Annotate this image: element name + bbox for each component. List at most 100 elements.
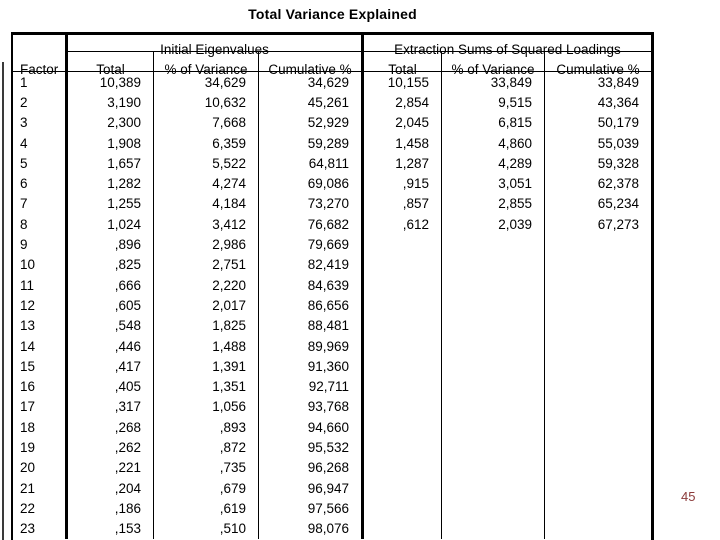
column-label: % of Variance	[164, 62, 248, 77]
value-cell	[364, 234, 442, 255]
value-cell	[545, 316, 651, 336]
factor-cell: 7	[13, 193, 68, 215]
value-cell: ,221	[68, 457, 154, 478]
value-cell	[442, 457, 545, 478]
factor-cell: 11	[13, 274, 68, 296]
factor-cell: 5	[13, 153, 68, 174]
value-cell: 95,532	[259, 437, 364, 458]
value-cell	[442, 498, 545, 519]
value-cell	[545, 295, 651, 315]
value-cell	[364, 254, 442, 275]
table-row: 3 2,300 7,668 52,929 2,045 6,815 50,179	[13, 112, 651, 133]
value-cell: 59,328	[597, 155, 639, 171]
table-row: 11,666 2,220 84,639	[13, 274, 651, 296]
value-cell: ,857	[364, 193, 442, 215]
value-cell	[364, 437, 442, 458]
value-cell	[545, 336, 651, 356]
value-cell: 65,234	[597, 196, 639, 212]
value-cell	[442, 274, 545, 296]
value-cell: ,896	[68, 234, 154, 255]
column-label: Total	[96, 62, 125, 77]
value-cell: 93,768	[259, 396, 364, 418]
value-cell: ,186	[68, 498, 154, 519]
value-cell: ,446	[68, 335, 154, 357]
value-cell: 1,657	[68, 153, 154, 174]
value-cell: 4,289	[442, 153, 545, 174]
left-edge-line	[2, 62, 4, 540]
section-label: Extraction Sums of Squared Loadings	[394, 42, 621, 57]
value-cell: 10,389	[68, 72, 154, 93]
factor-cell: 12	[13, 295, 68, 316]
value-cell	[442, 295, 545, 316]
value-cell: 2,017	[154, 295, 259, 316]
value-cell: ,153	[68, 518, 154, 539]
value-cell: ,317	[68, 396, 154, 418]
value-cell: 73,270	[259, 193, 364, 215]
value-cell	[442, 254, 545, 275]
factor-cell: 17	[13, 396, 68, 418]
value-cell	[442, 417, 545, 438]
value-cell: 1,825	[154, 315, 259, 336]
value-cell	[364, 457, 442, 478]
value-cell: 33,849	[597, 74, 639, 90]
value-cell: 2,300	[68, 112, 154, 133]
factor-cell: 18	[13, 417, 68, 438]
table-row: 14,446 1,488 89,969	[13, 335, 651, 357]
factor-cell: 13	[13, 315, 68, 336]
section-label: Initial Eigenvalues	[160, 42, 269, 57]
table-row: 17,317 1,056 93,768	[13, 396, 651, 418]
factor-cell: 10	[13, 254, 68, 275]
value-cell	[364, 396, 442, 418]
value-cell: 4,184	[154, 193, 259, 215]
factor-cell: 2	[13, 92, 68, 113]
factor-cell: 6	[13, 173, 68, 194]
value-cell: 2,045	[364, 112, 442, 133]
factor-cell: 1	[13, 72, 68, 93]
value-cell: 1,351	[154, 376, 259, 397]
value-cell	[442, 396, 545, 418]
value-cell: ,893	[154, 417, 259, 438]
value-cell: ,915	[364, 173, 442, 194]
value-cell	[442, 234, 545, 255]
section-initial-eigenvalues: Initial Eigenvalues	[68, 35, 364, 56]
value-cell: 2,854	[364, 92, 442, 113]
value-cell: ,262	[68, 437, 154, 458]
value-cell: 1,024	[68, 214, 154, 235]
column-header-factor: Factor	[13, 52, 68, 76]
value-cell: 1,391	[154, 356, 259, 377]
value-cell: 4,274	[154, 173, 259, 194]
factor-cell: 15	[13, 356, 68, 377]
section-extraction-loadings: Extraction Sums of Squared Loadings	[364, 35, 651, 56]
value-cell: 55,039	[597, 135, 639, 151]
table-row: 8 1,024 3,412 76,682,612 2,039 67,273	[13, 214, 651, 235]
value-cell	[364, 315, 442, 336]
value-cell	[545, 498, 651, 518]
value-cell	[364, 274, 442, 296]
column-label: Factor	[20, 62, 59, 77]
value-cell	[442, 335, 545, 357]
column-header-total-initial: Total	[68, 52, 154, 76]
factor-cell: 19	[13, 437, 68, 458]
value-cell: 34,629	[259, 72, 364, 93]
variance-table: Initial Eigenvalues Extraction Sums of S…	[11, 32, 654, 540]
table-row: 2 3,190 10,632 45,261 2,854 9,515 43,364	[13, 92, 651, 113]
value-cell: 33,849	[442, 72, 545, 93]
value-cell: 52,929	[259, 112, 364, 133]
value-cell: 45,261	[259, 92, 364, 113]
table-row: 21,204,679 96,947	[13, 477, 651, 499]
value-cell	[442, 477, 545, 499]
table-title: Total Variance Explained	[248, 6, 417, 22]
value-cell: 86,656	[259, 295, 364, 316]
factor-cell: 16	[13, 376, 68, 397]
value-cell: ,204	[68, 477, 154, 499]
value-cell	[442, 437, 545, 458]
value-cell: 9,515	[442, 92, 545, 113]
value-cell: ,619	[154, 498, 259, 519]
value-cell	[545, 234, 651, 254]
table-row: 5 1,657 5,522 64,811 1,287 4,289 59,328	[13, 153, 651, 174]
factor-cell: 22	[13, 498, 68, 519]
value-cell: 10,632	[154, 92, 259, 113]
value-cell	[364, 518, 442, 539]
table-row: 7 1,255 4,184 73,270,857 2,855 65,234	[13, 193, 651, 215]
